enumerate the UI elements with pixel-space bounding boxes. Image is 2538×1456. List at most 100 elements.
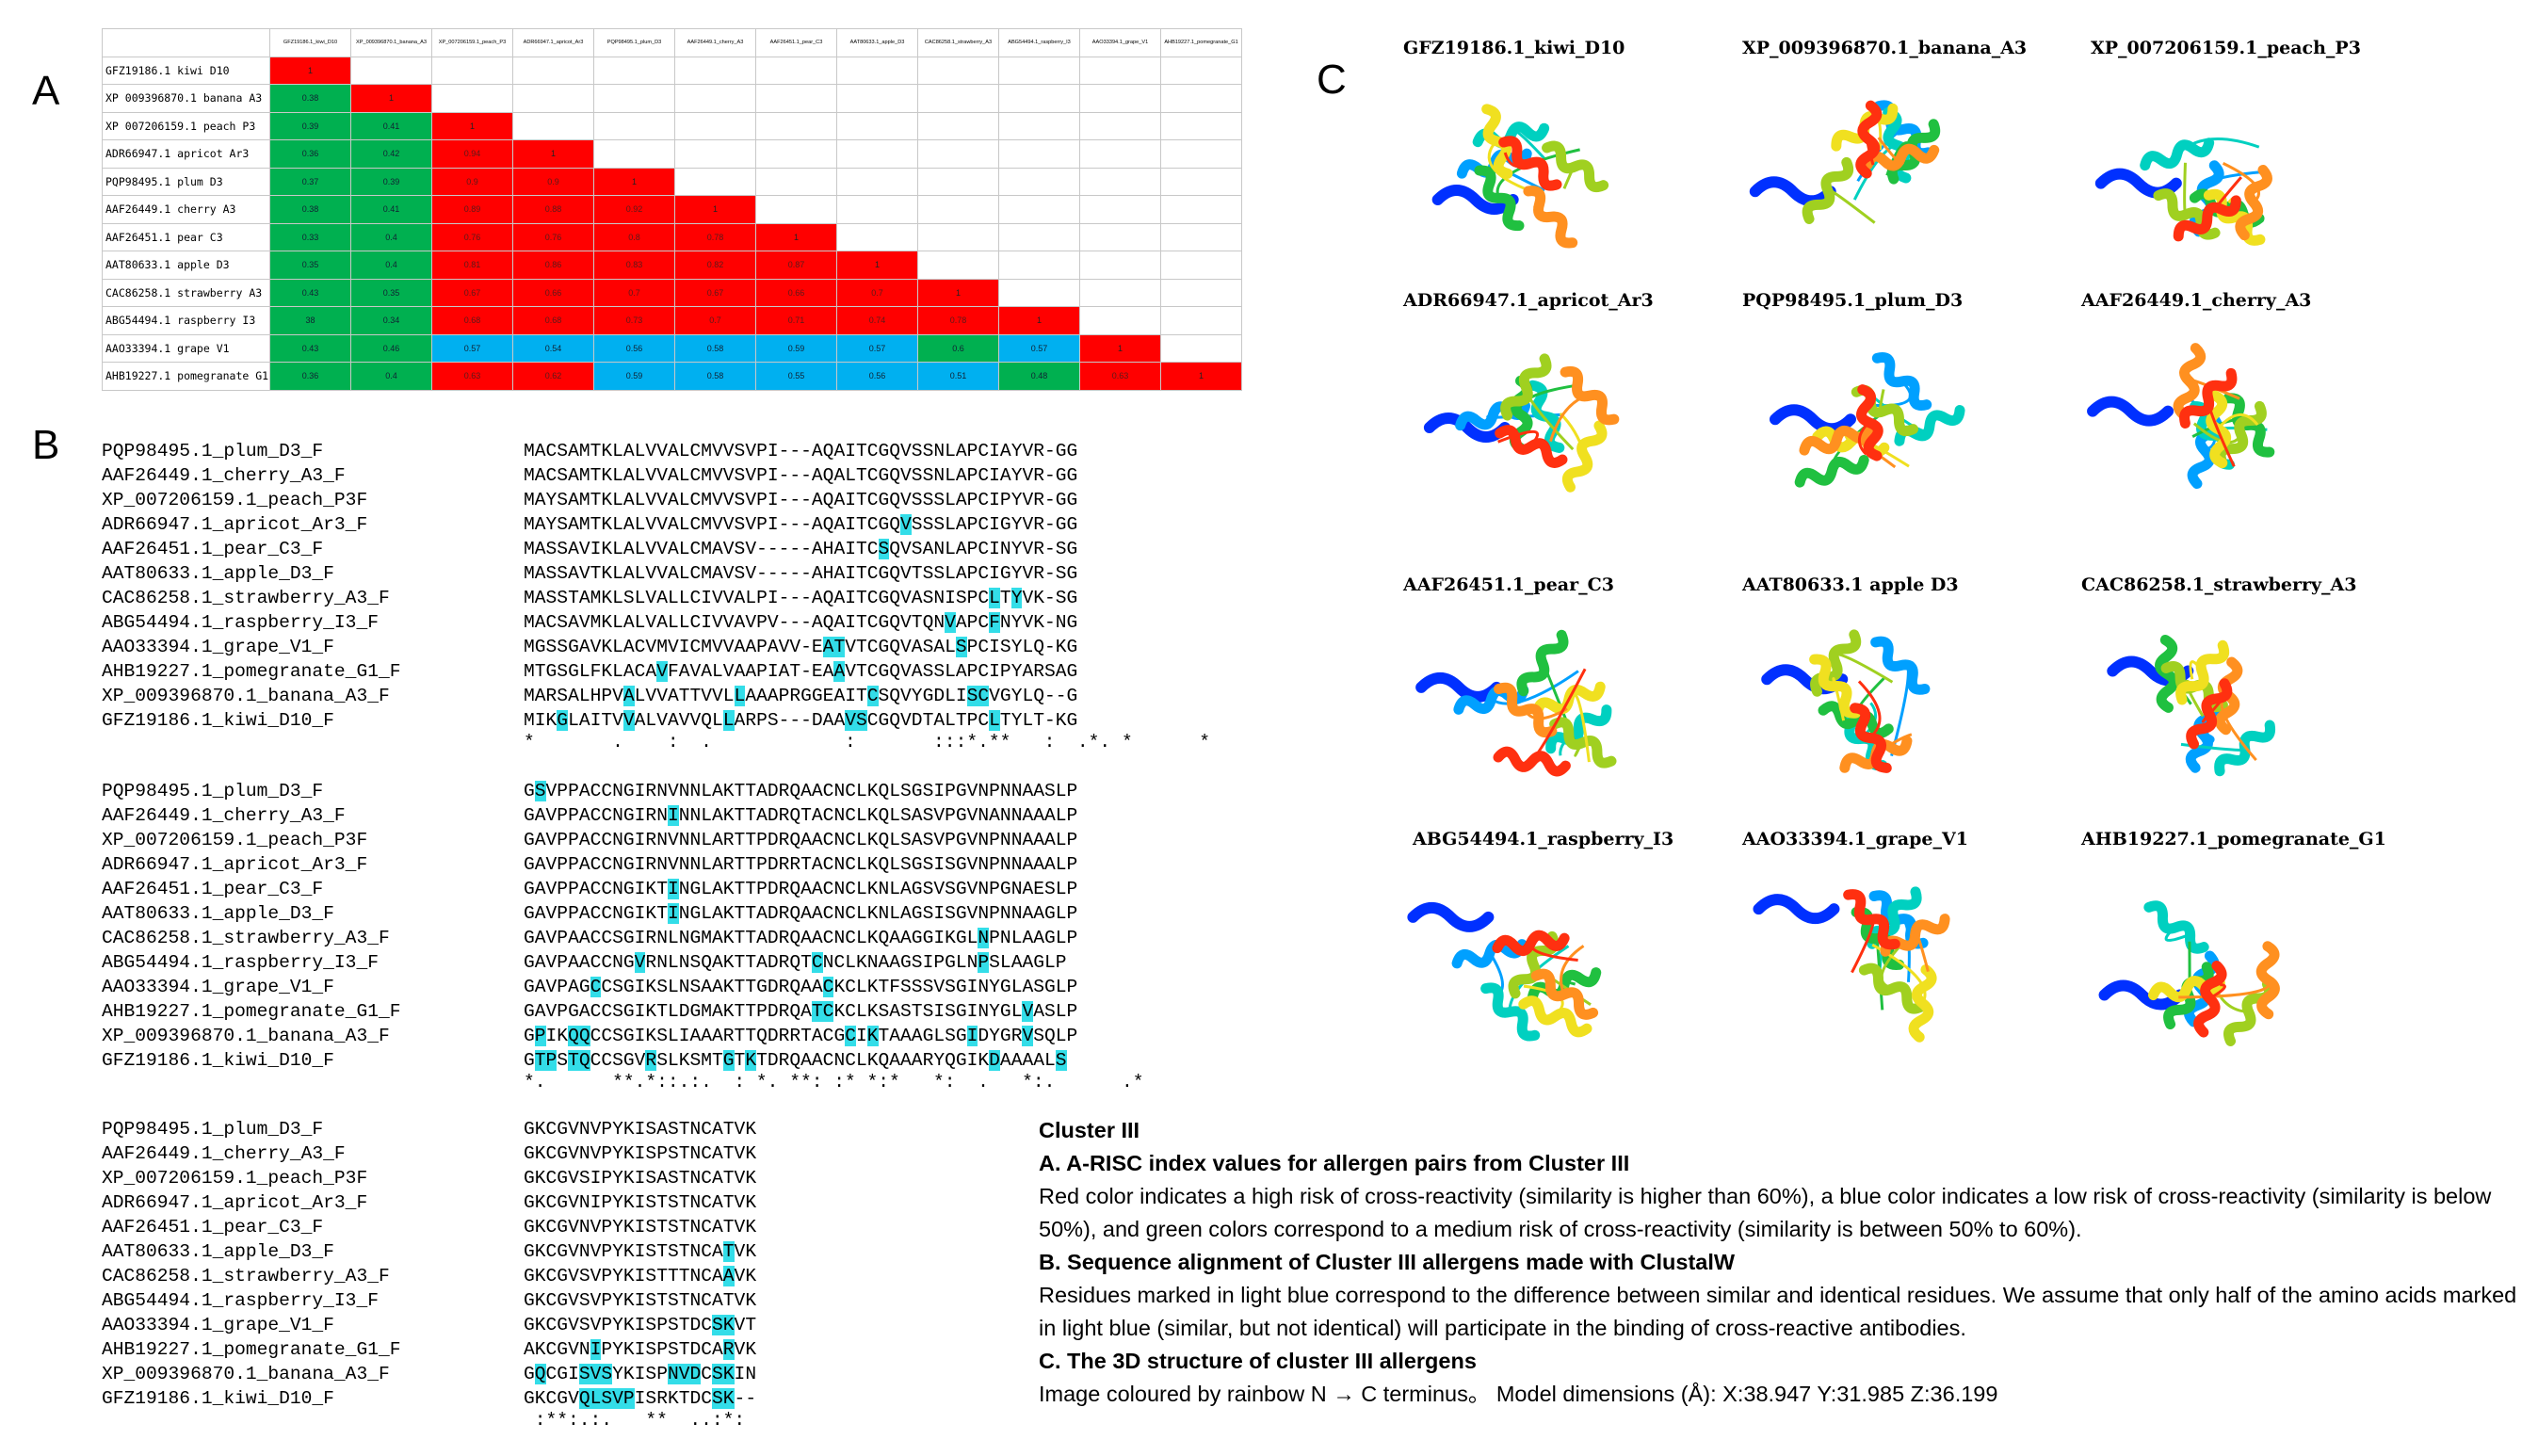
- residue: S: [557, 465, 569, 486]
- residue: T: [855, 661, 867, 682]
- residue: N: [999, 903, 1011, 924]
- residue: P: [568, 805, 579, 826]
- residue: Y: [1010, 710, 1023, 731]
- residue: -: [1043, 539, 1056, 559]
- residue: L: [712, 661, 723, 682]
- alignment-row: AHB19227.1_pomegranate_G1_F MTGSGLFKLACAV…: [102, 659, 1210, 684]
- residue: T: [855, 588, 867, 608]
- residue: Y: [1010, 612, 1023, 633]
- residue: V: [667, 781, 679, 801]
- residue: V: [900, 465, 912, 486]
- loop-segment: [2201, 692, 2228, 723]
- residue: L: [889, 781, 901, 801]
- residue: C: [866, 588, 879, 608]
- residue: -: [1043, 563, 1056, 584]
- residue: K: [866, 903, 879, 924]
- residue: A: [1022, 854, 1034, 875]
- loop-segment: [1491, 670, 1579, 705]
- residue: T: [656, 1192, 668, 1213]
- residue: S: [999, 637, 1011, 657]
- residue: C: [822, 805, 834, 826]
- residue: T: [568, 588, 579, 608]
- residue: V: [900, 539, 912, 559]
- residue: V: [656, 465, 668, 486]
- residue: Q: [878, 781, 890, 801]
- residue: T: [734, 1001, 746, 1022]
- residue: G: [878, 612, 890, 633]
- residue: A: [822, 661, 834, 682]
- residue: C: [845, 1001, 856, 1022]
- highlighted-residue: K: [722, 1364, 735, 1384]
- residue: L: [855, 1001, 867, 1022]
- residue: C: [701, 1339, 713, 1360]
- residue: I: [734, 1364, 746, 1384]
- residue: V: [568, 1119, 579, 1140]
- residue: P: [966, 514, 978, 535]
- residue: A: [955, 514, 967, 535]
- residue: C: [601, 854, 613, 875]
- residue: S: [911, 441, 923, 461]
- caption-a-heading: A. A-RISC index values for allergen pair…: [1039, 1151, 1630, 1175]
- residue: A: [767, 637, 779, 657]
- residue: A: [712, 1143, 723, 1164]
- alignment-row: XP_007206159.1_peach_P3F GAVPPACCNGIRNVNN…: [102, 828, 1143, 852]
- residue: N: [689, 1143, 702, 1164]
- residue: V: [1022, 539, 1034, 559]
- residue: A: [667, 539, 679, 559]
- residue: V: [845, 661, 856, 682]
- helix-segment: [1523, 186, 1578, 249]
- heatmap-cell: 0.33: [269, 222, 351, 251]
- residue: K: [745, 1143, 757, 1164]
- residue: S: [900, 1001, 912, 1022]
- residue: A: [756, 781, 768, 801]
- heatmap-empty-cell: [917, 222, 999, 251]
- residue: V: [645, 612, 657, 633]
- residue: P: [966, 465, 978, 486]
- heatmap-cell: 0.4: [350, 222, 432, 251]
- loop-segment: [2176, 138, 2260, 155]
- residue: A: [1055, 661, 1067, 682]
- residue: K: [978, 1050, 990, 1071]
- alignment-row: AAO33394.1_grape_V1_F MGSSGAVKLACVMVICMVV…: [102, 635, 1210, 659]
- residue: I: [590, 710, 602, 731]
- residue: Q: [889, 637, 901, 657]
- residue: V: [933, 977, 946, 997]
- residue: C: [601, 1001, 613, 1022]
- residue: A: [822, 710, 834, 731]
- residue: R: [645, 805, 657, 826]
- residue: M: [701, 514, 713, 535]
- heatmap-empty-cell: [836, 222, 918, 251]
- residue: G: [878, 563, 890, 584]
- residue: A: [667, 710, 679, 731]
- residue: V: [745, 612, 757, 633]
- residue: M: [524, 637, 535, 657]
- residue: R: [545, 686, 558, 706]
- heatmap-cell: 0.4: [350, 362, 432, 391]
- residue: V: [900, 441, 912, 461]
- residue: R: [778, 1001, 790, 1022]
- residue: L: [1022, 637, 1034, 657]
- residue: C: [845, 805, 856, 826]
- residue: A: [578, 830, 590, 850]
- sequence: GAVPAACCNGVRNLNSQAKTTADRQTCNCLKNAAGSIPGL…: [524, 950, 1067, 975]
- residue: V: [578, 612, 590, 633]
- residue: L: [1010, 977, 1023, 997]
- residue: S: [933, 563, 946, 584]
- heatmap-empty-cell: [1079, 278, 1161, 307]
- residue: G: [955, 805, 967, 826]
- residue: Q: [789, 781, 801, 801]
- residue: G: [524, 1315, 535, 1335]
- loop-segment: [1559, 727, 1580, 756]
- helix-segment: [1530, 968, 1599, 1020]
- residue: G: [1033, 952, 1044, 973]
- structure-label: AAO33394.1_grape_V1: [1742, 829, 1968, 849]
- residue: G: [1066, 563, 1078, 584]
- residue: G: [800, 686, 812, 706]
- residue: N: [656, 781, 668, 801]
- highlighted-residue: S: [878, 539, 890, 559]
- residue: R: [745, 710, 757, 731]
- residue: R: [1033, 514, 1044, 535]
- heatmap-cell: 0.9: [431, 167, 513, 196]
- heatmap-empty-cell: [593, 84, 675, 113]
- residue: C: [601, 952, 613, 973]
